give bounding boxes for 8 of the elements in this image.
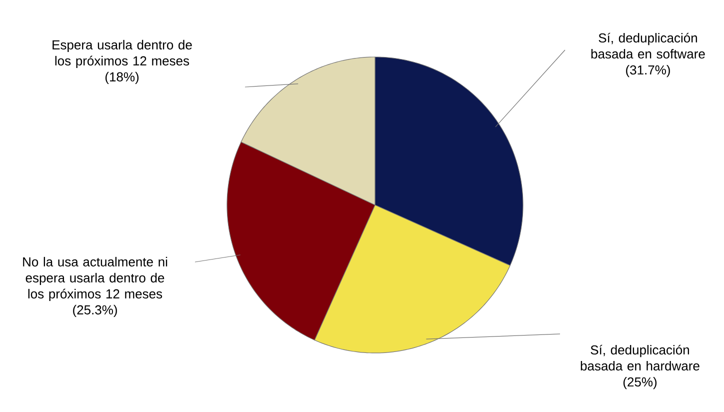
slice-label: Espera usarla dentro de los próximos 12 meses xyxy=(52,40,192,68)
data-label: (31.7%) xyxy=(626,65,670,78)
data-label: (25%) xyxy=(623,377,657,390)
slice-label: Sí, deduplicación basada en software xyxy=(591,32,705,59)
legend-label: No la usa actualmente ni espera usarla dentro de los próximos 12 meses xyxy=(23,256,168,302)
data-label: (25.3%) xyxy=(73,304,117,318)
slice-label: Sí, deduplicación basada en hardware xyxy=(580,344,700,371)
data-label: (18%) xyxy=(105,72,139,84)
